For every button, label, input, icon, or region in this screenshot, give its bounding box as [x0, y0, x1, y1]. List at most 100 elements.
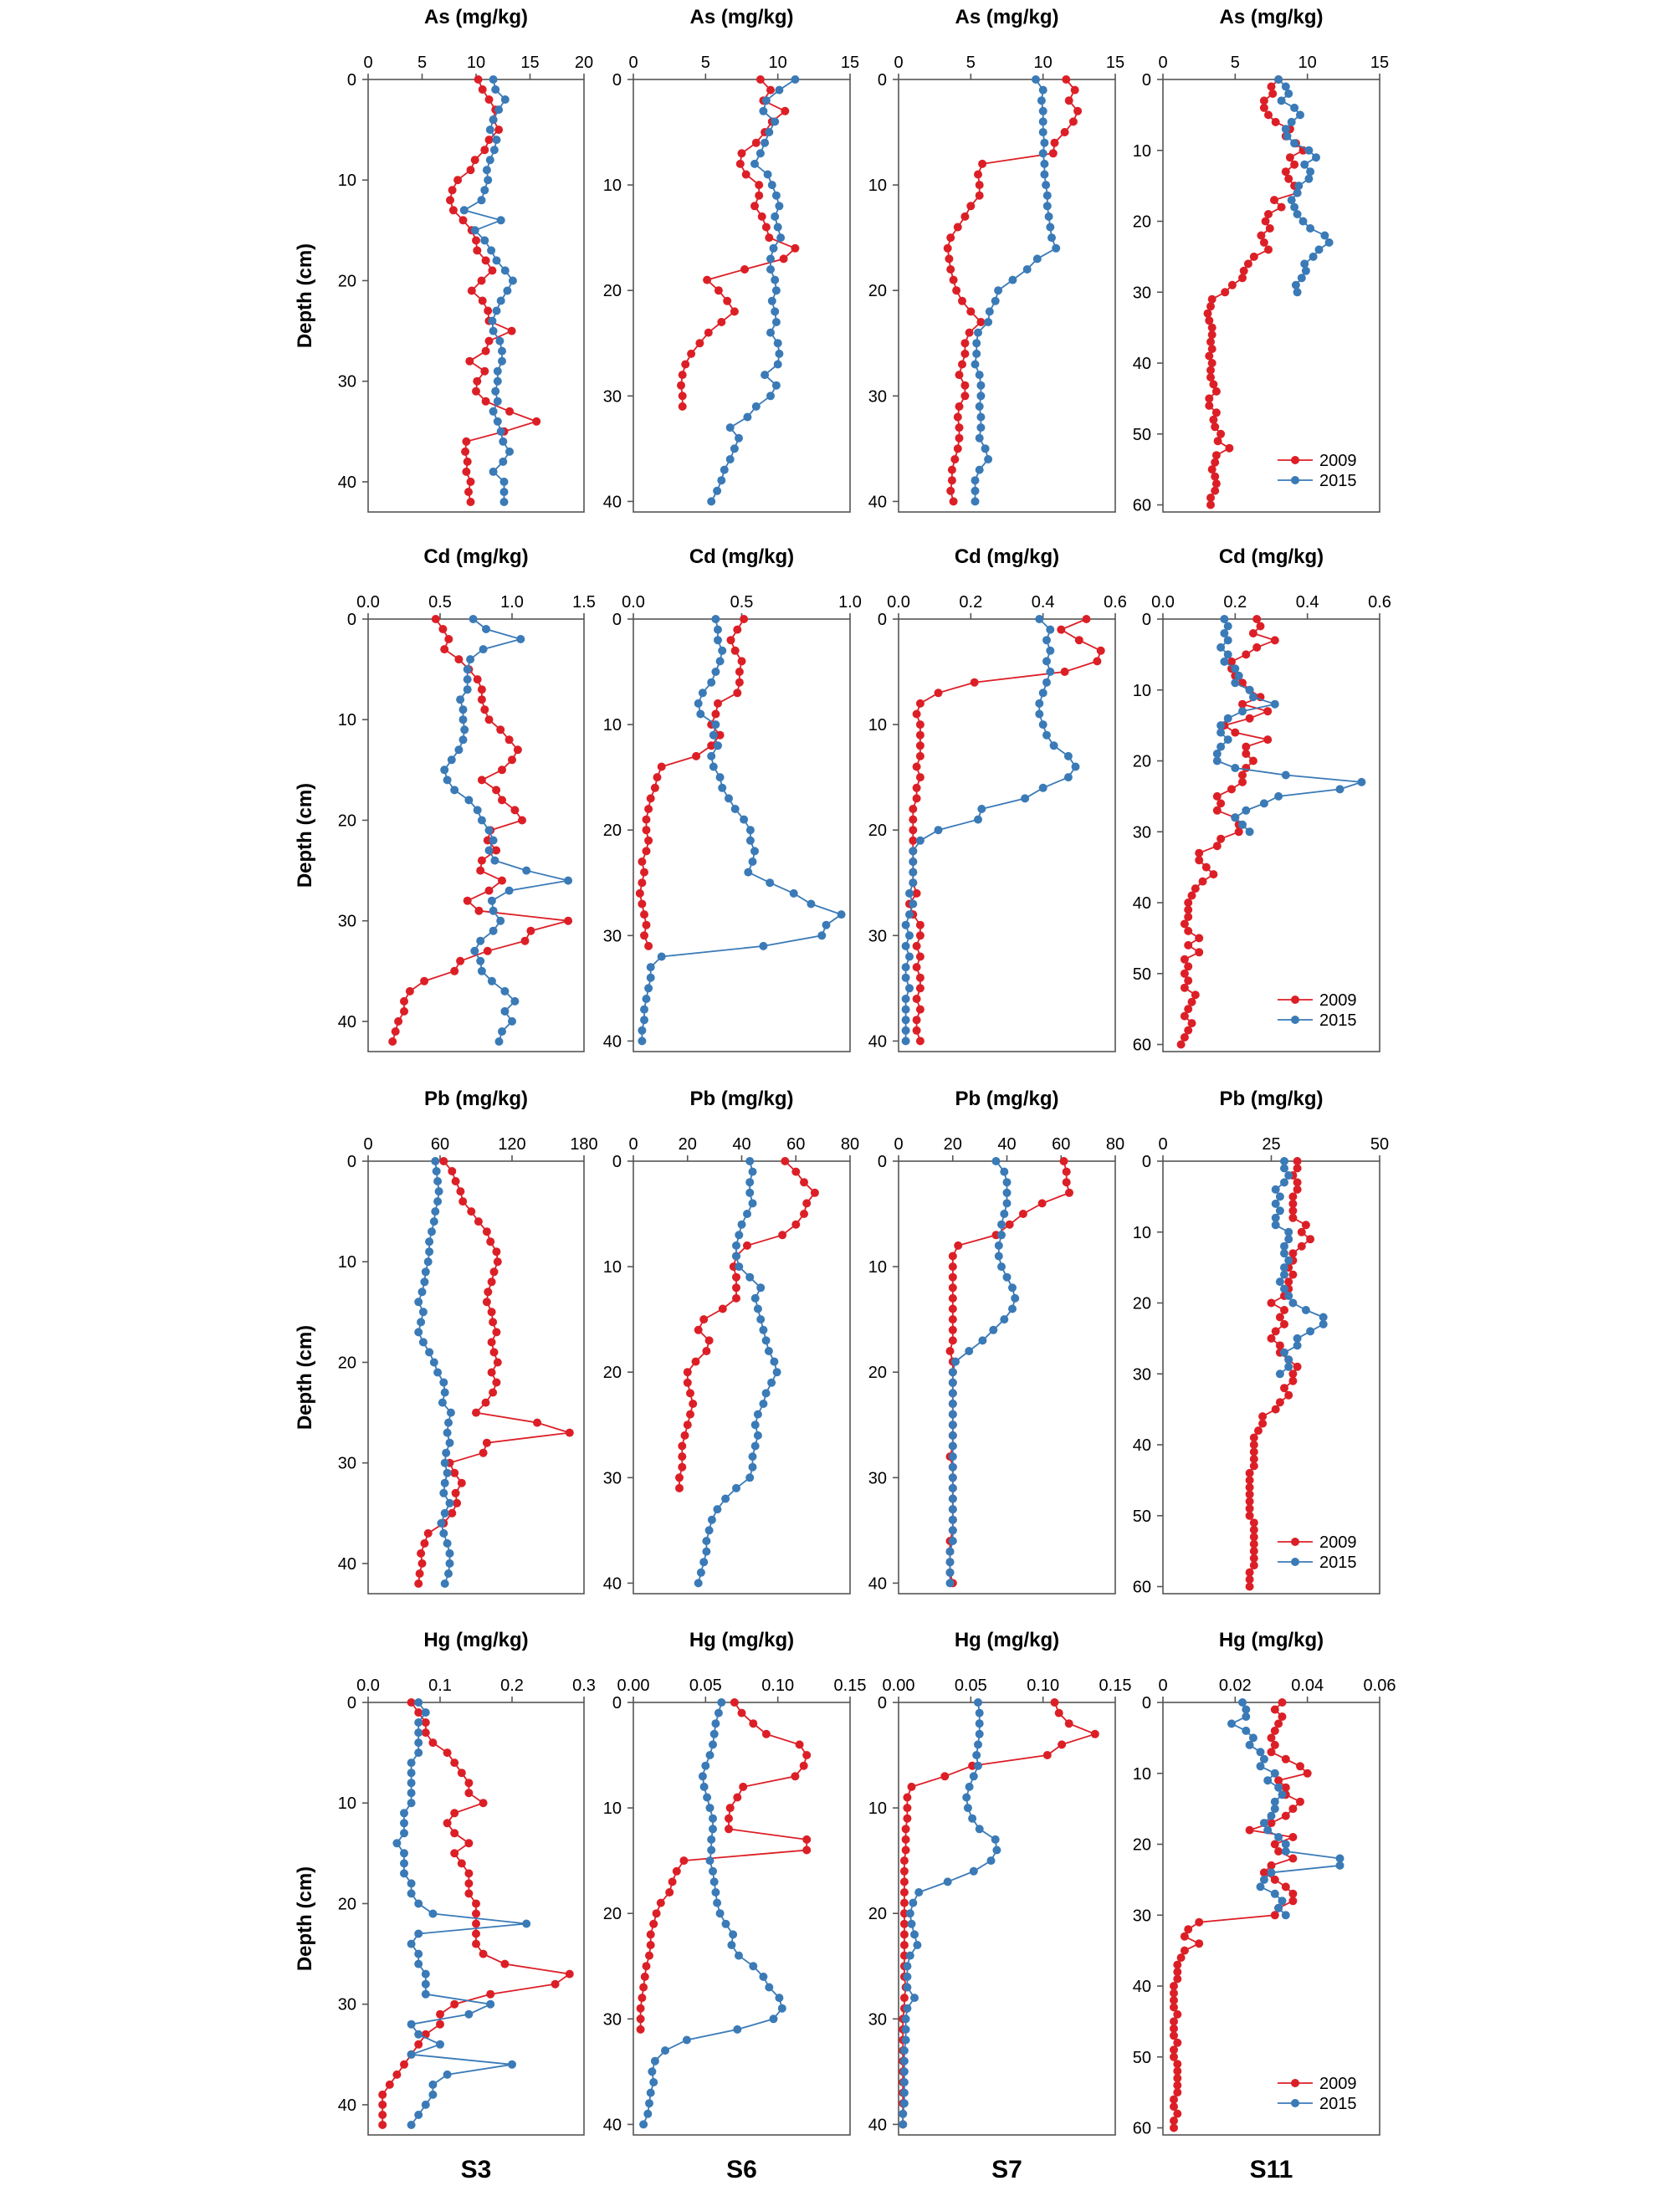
data-point-2009	[378, 2100, 387, 2109]
data-point-2015	[748, 1167, 757, 1176]
data-point-2015	[1281, 770, 1290, 780]
data-point-2015	[490, 856, 499, 865]
data-point-2015	[494, 105, 504, 115]
data-point-2015	[1042, 678, 1051, 687]
data-point-2015	[1293, 288, 1302, 297]
data-point-2009	[1245, 1511, 1254, 1520]
data-point-2015	[901, 973, 910, 982]
data-point-2009	[1180, 1011, 1189, 1021]
x-tick-label: 180	[570, 1135, 597, 1154]
data-point-2015	[485, 125, 494, 135]
data-point-2015	[1284, 1171, 1293, 1180]
data-point-2009	[1249, 1462, 1258, 1471]
data-point-2009	[912, 794, 921, 803]
data-point-2009	[953, 223, 962, 232]
data-point-2009	[642, 847, 651, 856]
data-point-2009	[1060, 128, 1069, 136]
data-point-2015	[767, 181, 776, 190]
data-point-2015	[492, 256, 501, 265]
data-point-2009	[901, 1825, 910, 1834]
data-point-2009	[1170, 2031, 1178, 2040]
data-point-2015	[948, 1400, 957, 1408]
data-point-2009	[500, 1959, 510, 1968]
data-point-2015	[709, 730, 718, 740]
data-point-2015	[1038, 149, 1047, 158]
data-point-2009	[656, 1898, 665, 1907]
data-point-2009	[1195, 1917, 1204, 1927]
data-point-2009	[1184, 926, 1193, 935]
y-tick-label: 30	[1133, 1907, 1151, 1925]
data-point-2009	[462, 467, 471, 476]
data-point-2015	[910, 1994, 919, 2003]
data-point-2009	[683, 1368, 692, 1377]
data-point-2009	[1249, 1518, 1258, 1528]
data-point-2009	[1274, 1719, 1283, 1728]
data-point-2009	[791, 1220, 801, 1229]
data-point-2015	[407, 1789, 416, 1798]
data-point-2015	[414, 1328, 423, 1337]
plot-frame	[1162, 1702, 1380, 2136]
y-tick-label: 10	[868, 716, 887, 735]
data-point-2009	[1284, 1277, 1293, 1287]
data-point-2015	[1002, 1188, 1012, 1197]
data-point-2015	[1280, 1249, 1288, 1258]
series-line-2015	[396, 1702, 527, 2126]
data-point-2015	[1038, 117, 1047, 126]
data-point-2009	[899, 1898, 909, 1907]
data-point-2009	[1285, 153, 1294, 162]
data-point-2015	[759, 941, 768, 950]
data-point-2015	[420, 1277, 429, 1287]
x-tick-label: 80	[1106, 1135, 1124, 1154]
data-point-2009	[1191, 991, 1200, 1000]
data-point-2009	[1170, 2095, 1178, 2104]
data-point-2009	[1209, 870, 1218, 879]
data-point-2009	[487, 1308, 496, 1317]
data-point-2009	[405, 986, 414, 996]
data-point-2009	[507, 326, 516, 335]
data-point-2015	[735, 1951, 743, 1960]
data-point-2015	[977, 805, 986, 813]
data-point-2009	[484, 336, 494, 346]
data-point-2015	[770, 1357, 779, 1366]
x-tick-label: 15	[1106, 54, 1124, 72]
data-point-2015	[753, 1410, 762, 1419]
legend: 2009 2015	[1278, 452, 1357, 490]
data-point-2009	[1216, 429, 1226, 438]
data-point-2015	[701, 1761, 710, 1770]
data-point-2015	[901, 995, 910, 1003]
data-point-2009	[635, 888, 644, 898]
data-point-2015	[694, 699, 703, 708]
data-point-2009	[649, 1919, 658, 1928]
data-point-2015	[505, 886, 514, 895]
data-point-2009	[912, 963, 921, 972]
data-point-2009	[1274, 1776, 1283, 1785]
data-point-2015	[496, 296, 505, 305]
data-point-2015	[997, 1220, 1006, 1229]
data-point-2015	[487, 246, 496, 255]
data-point-2015	[976, 423, 986, 433]
data-point-2009	[1205, 316, 1214, 325]
data-point-2009	[733, 689, 742, 698]
data-point-2009	[1096, 646, 1105, 655]
y-tick-label: 40	[338, 1013, 356, 1032]
data-point-2015	[508, 1016, 516, 1026]
data-point-2015	[705, 1751, 715, 1759]
data-point-2009	[1216, 799, 1226, 808]
data-point-2009	[954, 1241, 963, 1250]
data-point-2009	[1277, 202, 1286, 212]
data-point-2015	[756, 1283, 766, 1293]
data-point-2015	[761, 371, 770, 380]
data-point-2009	[678, 1441, 687, 1451]
data-point-2009	[901, 1845, 910, 1855]
data-point-2009	[686, 1389, 694, 1398]
y-axis-label: Depth (cm)	[294, 1325, 316, 1430]
data-point-2009	[1249, 1547, 1258, 1556]
data-point-2015	[761, 1389, 771, 1398]
data-point-2009	[800, 1178, 808, 1187]
data-point-2009	[1173, 2109, 1182, 2118]
data-point-2015	[1046, 668, 1055, 676]
data-point-2009	[1207, 465, 1216, 474]
data-point-2009	[1207, 294, 1216, 304]
data-point-2009	[943, 243, 952, 253]
data-point-2009	[474, 75, 483, 84]
